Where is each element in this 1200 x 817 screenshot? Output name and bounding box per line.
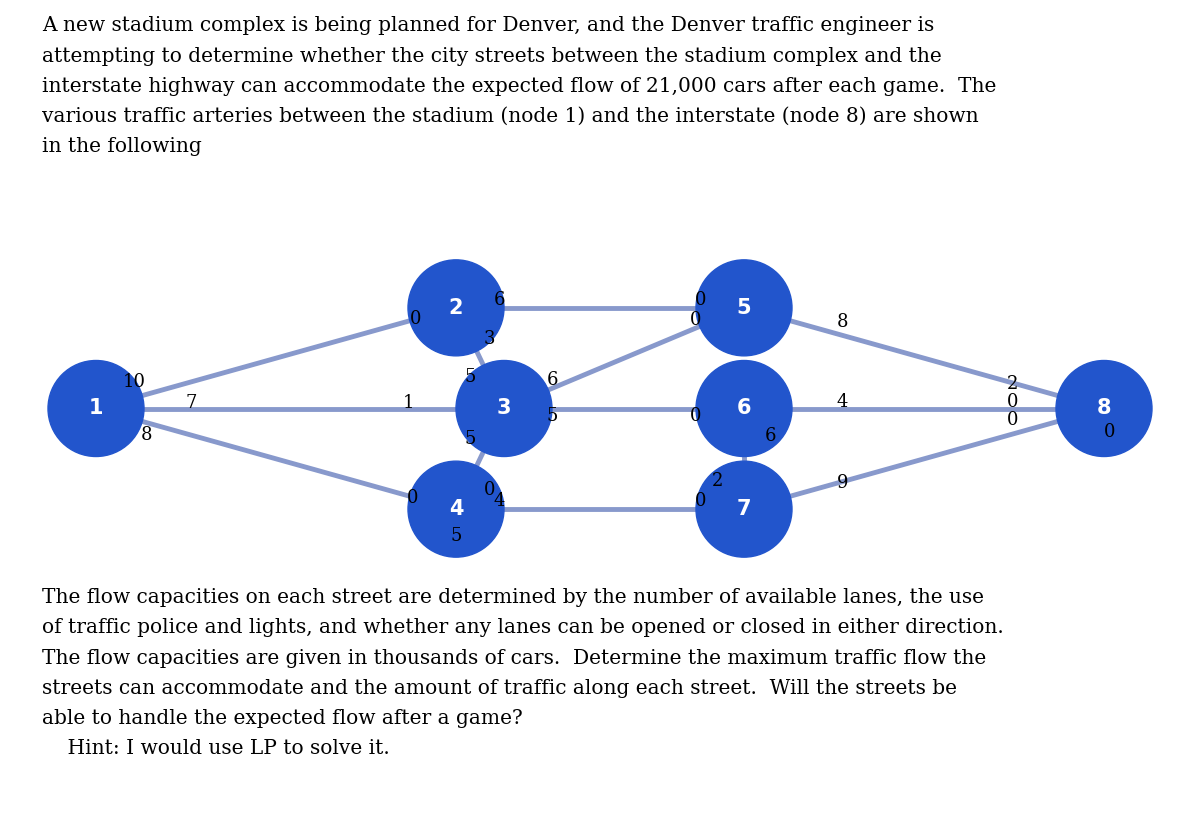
Text: A new stadium complex is being planned for Denver, and the Denver traffic engine: A new stadium complex is being planned f… xyxy=(42,16,996,156)
Text: 0: 0 xyxy=(690,311,702,329)
Text: 6: 6 xyxy=(737,399,751,418)
Text: 4: 4 xyxy=(449,499,463,519)
Text: 8: 8 xyxy=(836,313,848,331)
Ellipse shape xyxy=(696,461,792,557)
Text: 0: 0 xyxy=(695,291,707,309)
Ellipse shape xyxy=(408,260,504,356)
Text: 0: 0 xyxy=(407,489,419,507)
Text: 4: 4 xyxy=(493,493,505,511)
Text: 6: 6 xyxy=(546,372,558,390)
Text: 8: 8 xyxy=(1097,399,1111,418)
Ellipse shape xyxy=(696,260,792,356)
Text: 0: 0 xyxy=(409,310,421,328)
Text: 2: 2 xyxy=(1007,375,1019,393)
Text: 0: 0 xyxy=(1007,411,1019,429)
Text: 5: 5 xyxy=(464,368,476,386)
Ellipse shape xyxy=(408,461,504,557)
Text: 0: 0 xyxy=(1007,393,1019,411)
Ellipse shape xyxy=(696,360,792,457)
Text: 5: 5 xyxy=(464,431,476,449)
Text: 6: 6 xyxy=(764,427,776,445)
Text: 0: 0 xyxy=(690,408,702,426)
Text: 3: 3 xyxy=(484,331,496,349)
Text: 5: 5 xyxy=(737,298,751,318)
Text: 1: 1 xyxy=(403,394,415,412)
Text: 8: 8 xyxy=(140,426,152,444)
Text: 5: 5 xyxy=(450,527,462,545)
Text: 7: 7 xyxy=(737,499,751,519)
Ellipse shape xyxy=(1056,360,1152,457)
Text: 10: 10 xyxy=(122,373,146,391)
Text: 0: 0 xyxy=(695,493,707,511)
Ellipse shape xyxy=(48,360,144,457)
Text: 1: 1 xyxy=(89,399,103,418)
Text: 2: 2 xyxy=(449,298,463,318)
Text: 3: 3 xyxy=(497,399,511,418)
Text: 4: 4 xyxy=(836,393,848,411)
Ellipse shape xyxy=(456,360,552,457)
Text: The flow capacities on each street are determined by the number of available lan: The flow capacities on each street are d… xyxy=(42,588,1003,758)
Text: 0: 0 xyxy=(1104,423,1116,441)
Text: 7: 7 xyxy=(185,394,197,412)
Text: 5: 5 xyxy=(546,408,558,426)
Text: 6: 6 xyxy=(493,291,505,309)
Text: 9: 9 xyxy=(836,474,848,492)
Text: 2: 2 xyxy=(712,471,724,489)
Text: 0: 0 xyxy=(484,480,496,498)
